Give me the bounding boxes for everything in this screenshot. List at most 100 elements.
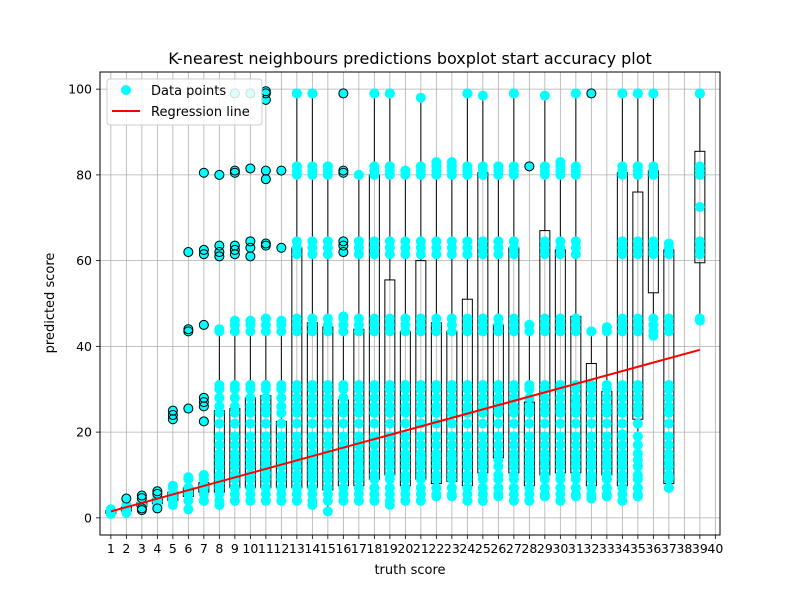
data-point <box>477 313 488 324</box>
data-point <box>260 401 271 412</box>
data-point <box>400 379 411 390</box>
data-point <box>508 88 519 99</box>
data-point <box>384 392 395 403</box>
data-point <box>508 236 519 247</box>
data-point <box>477 392 488 403</box>
data-point <box>632 236 643 247</box>
data-point <box>369 418 380 429</box>
data-point <box>322 392 333 403</box>
data-point <box>276 242 287 253</box>
data-point <box>415 401 426 412</box>
data-point <box>570 482 581 493</box>
data-point <box>570 431 581 442</box>
data-point <box>446 439 457 450</box>
data-point <box>307 482 318 493</box>
data-point <box>694 236 705 247</box>
data-point <box>632 431 643 442</box>
data-point <box>617 482 628 493</box>
data-point <box>632 384 643 395</box>
data-point <box>369 407 380 418</box>
data-point <box>663 418 674 429</box>
data-point <box>369 448 380 459</box>
data-point <box>555 482 566 493</box>
y-tick-label: 80 <box>76 167 92 182</box>
x-tick-label: 10 <box>242 541 258 556</box>
data-point <box>338 379 349 390</box>
data-point <box>260 174 271 185</box>
data-point <box>353 392 364 403</box>
data-point <box>214 169 225 180</box>
data-point <box>508 379 519 390</box>
data-point <box>431 431 442 442</box>
data-point <box>446 491 457 502</box>
data-point <box>245 315 256 326</box>
data-point <box>586 472 597 483</box>
data-point <box>524 495 535 506</box>
data-point <box>167 499 178 510</box>
data-point <box>524 161 535 172</box>
data-point <box>570 448 581 459</box>
data-point <box>245 392 256 403</box>
data-point <box>586 326 597 337</box>
data-point <box>338 165 349 176</box>
data-point <box>539 313 550 324</box>
data-point <box>617 429 628 440</box>
data-point <box>446 418 457 429</box>
data-point <box>369 469 380 480</box>
data-point <box>524 379 535 390</box>
data-point <box>338 461 349 472</box>
data-point <box>462 418 473 429</box>
data-point <box>601 431 612 442</box>
data-point <box>493 379 504 390</box>
chart-title: K-nearest neighbours predictions boxplot… <box>168 49 652 68</box>
data-point <box>384 482 395 493</box>
data-point <box>648 236 659 247</box>
data-point <box>400 439 411 450</box>
y-tick-label: 20 <box>76 425 92 440</box>
data-point <box>415 439 426 450</box>
x-tick-label: 8 <box>215 541 223 556</box>
data-point <box>617 379 628 390</box>
data-point <box>493 161 504 172</box>
data-point <box>477 469 488 480</box>
data-point <box>105 506 116 517</box>
data-point <box>570 161 581 172</box>
data-point <box>462 495 473 506</box>
data-point <box>632 418 643 429</box>
data-point <box>214 469 225 480</box>
data-point <box>539 418 550 429</box>
data-point <box>632 88 643 99</box>
data-point <box>384 161 395 172</box>
data-point <box>384 469 395 480</box>
data-point <box>291 469 302 480</box>
data-point <box>524 482 535 493</box>
data-point <box>493 236 504 247</box>
data-point <box>570 313 581 324</box>
outlier-marker <box>198 167 209 178</box>
data-point <box>400 236 411 247</box>
data-point <box>477 418 488 429</box>
data-point <box>539 491 550 502</box>
data-point <box>477 90 488 101</box>
data-point <box>539 401 550 412</box>
x-tick-label: 39 <box>692 541 708 556</box>
data-point <box>415 482 426 493</box>
data-point <box>338 448 349 459</box>
data-point <box>539 482 550 493</box>
data-point <box>400 418 411 429</box>
x-tick-label: 15 <box>320 541 336 556</box>
outlier-marker <box>229 165 240 176</box>
data-point <box>322 236 333 247</box>
data-point <box>245 418 256 429</box>
data-point <box>462 88 473 99</box>
data-point <box>570 491 581 502</box>
data-point <box>245 439 256 450</box>
data-point <box>446 313 457 324</box>
data-point <box>291 313 302 324</box>
data-point <box>214 448 225 459</box>
data-point <box>508 161 519 172</box>
data-point <box>524 431 535 442</box>
x-tick-label: 32 <box>583 541 599 556</box>
data-point <box>617 236 628 247</box>
data-point <box>183 472 194 483</box>
